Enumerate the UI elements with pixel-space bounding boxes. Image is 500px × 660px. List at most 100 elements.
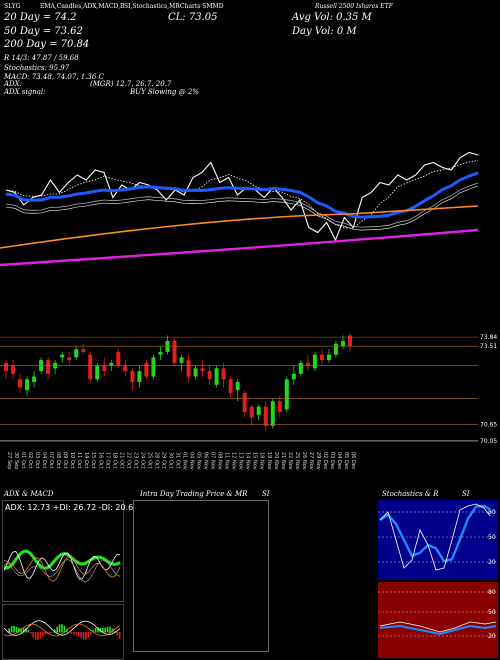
candle-body xyxy=(340,340,345,347)
date-tick-label: 12 Nov xyxy=(231,452,237,470)
date-tick-label: 25 Oct xyxy=(146,452,152,469)
date-tick-label: 18 Oct xyxy=(111,452,117,469)
macd-line xyxy=(3,620,121,636)
date-tick-label: 03 Dec xyxy=(329,452,335,470)
candle-body xyxy=(116,351,121,366)
candle-body xyxy=(284,379,289,410)
adx-readout: ADX: 12.73 +DI: 26.72 -DI: 20.69 xyxy=(5,503,139,512)
adx-signal-label: ADX signal: xyxy=(4,88,46,96)
close-price-label: CL: 73.05 xyxy=(168,12,218,23)
macd-histogram-bar xyxy=(32,632,34,638)
macd-histogram-bar xyxy=(111,628,114,633)
price-grid: 73.84 73.51 70.65 70.05 xyxy=(0,334,497,445)
candle-body xyxy=(207,371,212,380)
stoch-d-line xyxy=(379,504,491,563)
macd-histogram-bar xyxy=(80,632,82,638)
date-tick-label: 01 Oct xyxy=(20,452,26,469)
date-tick-label: 02 Oct xyxy=(27,452,33,469)
date-tick-label: 29 Oct xyxy=(160,452,166,469)
stoch-level-label: 80 xyxy=(488,509,496,516)
ma20-label: 20 Day = 74.2 xyxy=(4,12,77,23)
candle-body xyxy=(11,365,16,374)
macd-histogram-bar xyxy=(82,632,85,640)
adx-values: (MGR) 12.7, 26.7, 20.7 xyxy=(90,80,172,88)
stochastics-line: Stochastics: 95.97 xyxy=(4,64,70,72)
macd-histogram-bar xyxy=(54,629,56,633)
candle-body xyxy=(214,368,219,385)
price-label: 70.65 xyxy=(480,421,497,428)
header-indicators: EMA,Candles,ADX,MACD,B xyxy=(40,3,125,10)
date-tick-label: 01 Nov xyxy=(182,452,188,470)
date-tick-label: 06 Nov xyxy=(203,452,209,470)
adx-line xyxy=(3,549,121,570)
macd-histogram-bar xyxy=(102,628,104,633)
candle-body xyxy=(81,349,86,352)
r-level-label: 80 xyxy=(488,589,496,596)
candle-body xyxy=(32,376,37,383)
candle-body xyxy=(25,379,30,391)
ma20-line xyxy=(5,171,479,219)
macd-histogram-bar xyxy=(20,628,22,633)
ma50-line xyxy=(0,205,479,249)
macd-histogram-bar xyxy=(78,632,80,636)
date-tick-label: 20 Nov xyxy=(273,452,279,470)
r-blue-line xyxy=(379,624,497,636)
date-tick-label: 14 Nov xyxy=(245,452,251,470)
macd-histogram-bar xyxy=(13,625,15,633)
date-tick-label: 27 Nov xyxy=(308,452,314,470)
stoch-level-label: 20 xyxy=(488,559,496,566)
stoch-k-line xyxy=(379,503,491,571)
minus-di-line xyxy=(3,556,121,582)
candle-body xyxy=(305,362,310,366)
candle-body xyxy=(102,365,107,372)
candle-body xyxy=(263,406,268,426)
candle-body xyxy=(333,343,338,355)
macd-histogram-bar xyxy=(90,632,92,635)
macd-histogram-bar xyxy=(87,632,90,638)
r-lines: 80 50 20 xyxy=(378,589,498,640)
intraday-si-label: SI xyxy=(262,490,270,498)
candle-body xyxy=(326,354,331,361)
candle-body xyxy=(18,379,23,388)
date-tick-label: 02 Dec xyxy=(322,452,328,470)
candle-body xyxy=(256,406,261,415)
macd-histogram-bar xyxy=(61,624,63,633)
candle-body xyxy=(4,362,8,372)
macd-signal-line xyxy=(3,623,121,637)
date-tick-label: 14 Oct xyxy=(83,452,89,469)
candle-body xyxy=(249,406,254,418)
macd-histogram-bar xyxy=(73,632,75,635)
macd-histogram-bar xyxy=(70,632,73,635)
macd-histogram-bar xyxy=(8,628,10,633)
candle-body xyxy=(95,365,100,380)
ma-white-line xyxy=(5,185,479,231)
date-tick-label: 15 Nov xyxy=(252,452,258,470)
r-level-label: 20 xyxy=(488,633,496,640)
candle-body xyxy=(312,354,317,369)
adx-label: ADX: xyxy=(4,80,23,88)
date-tick-label: 24 Oct xyxy=(139,452,145,469)
macd-histogram-bar xyxy=(39,632,42,639)
macd-histogram-bar xyxy=(44,632,46,635)
date-tick-label: 04 Nov xyxy=(189,452,195,470)
candle-body xyxy=(137,371,142,383)
ma50-label: 50 Day = 73.62 xyxy=(4,26,83,37)
macd-panel xyxy=(2,604,124,660)
r-indicator-line: R 14/3: 47.87 / 59.68 xyxy=(4,54,79,62)
candle-body xyxy=(109,362,114,366)
candle-body xyxy=(130,371,135,383)
macd-histogram-bar xyxy=(94,627,97,633)
price-label: 70.05 xyxy=(480,438,497,445)
candle-body xyxy=(67,357,72,361)
stoch-level-label: 50 xyxy=(488,534,496,541)
macd-histogram-bar xyxy=(116,632,118,636)
candle-body xyxy=(200,368,205,372)
macd-histogram-bar xyxy=(37,632,39,640)
macd-lines xyxy=(3,620,121,640)
date-tick-label: 21 Oct xyxy=(118,452,124,469)
candle-body xyxy=(46,360,51,374)
ma200-label: 200 Day = 70.84 xyxy=(4,39,90,50)
macd-histogram-bar xyxy=(10,626,13,633)
